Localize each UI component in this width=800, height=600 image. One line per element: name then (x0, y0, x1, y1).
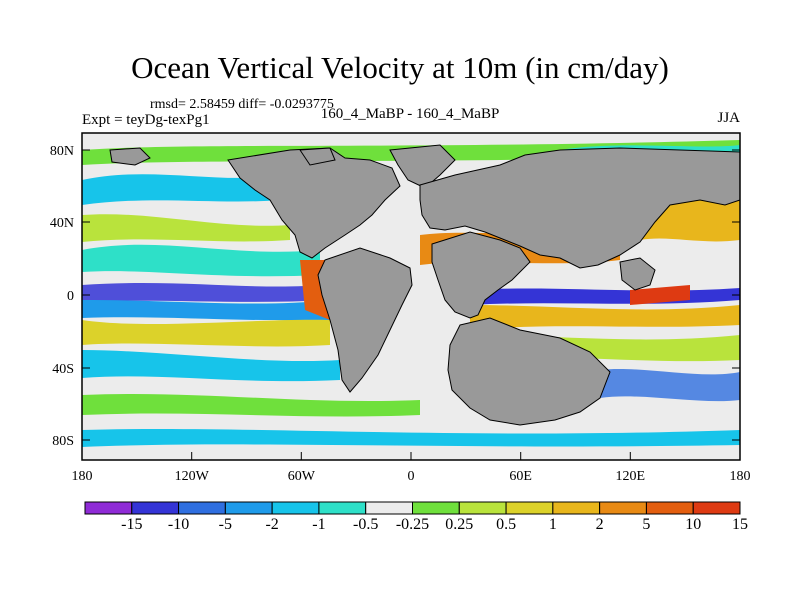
colorbar-swatch (224, 501, 273, 515)
lon-tick-marks (81, 452, 741, 460)
colorbar-swatch (131, 501, 180, 515)
lon-tick-label: 60E (509, 469, 532, 484)
colorbar-swatch (458, 501, 507, 515)
colorbar-swatch (178, 501, 226, 515)
colorbar-swatch (365, 501, 414, 515)
land-masses (109, 144, 740, 426)
colorbar-swatch (505, 501, 554, 515)
colorbar (84, 501, 741, 515)
colorbar-label: 0.25 (445, 516, 474, 533)
colorbar-swatch (599, 501, 647, 515)
colorbar-label: -15 (121, 516, 143, 533)
colorbar-label: 10 (685, 516, 702, 533)
map-plot-area (82, 133, 740, 460)
lon-tick-label: 180 (72, 469, 93, 484)
map-title: Ocean Vertical Velocity at 10m (in cm/da… (131, 50, 669, 85)
colorbar-label: -0.5 (353, 516, 379, 533)
colorbar-swatch (412, 501, 460, 515)
lat-tick-label: 0 (67, 289, 74, 304)
colorbar-label: 15 (732, 516, 748, 533)
experiment-label: Expt = teyDg-texPg1 (82, 112, 210, 128)
colorbar-swatch (318, 501, 367, 515)
lat-tick-label: 80S (52, 434, 74, 449)
lat-tick-label: 40S (52, 362, 74, 377)
lat-tick-label: 40N (50, 216, 74, 231)
colorbar-swatch (552, 501, 601, 515)
season-label: JJA (717, 110, 740, 126)
colorbar-label: -0.25 (395, 516, 430, 533)
lat-tick-label: 80N (50, 144, 74, 159)
colorbar-label: -1 (312, 516, 326, 533)
colorbar-label: -5 (218, 516, 233, 533)
comparison-label: 160_4_MaBP - 160_4_MaBP (320, 106, 500, 122)
colorbar-swatch (271, 501, 320, 515)
colorbar-label: 2 (595, 516, 604, 533)
lon-tick-label: 120E (616, 469, 646, 484)
colorbar-swatch (692, 501, 741, 515)
stats-label: rmsd= 2.58459 diff= -0.0293775 (150, 97, 334, 112)
colorbar-label: 0.5 (496, 516, 517, 533)
colorbar-swatch (84, 501, 133, 515)
lon-tick-label: 120W (175, 469, 210, 484)
lon-tick-label: 0 (408, 469, 415, 484)
lon-tick-label: 180 (730, 469, 751, 484)
colorbar-label: 1 (548, 516, 557, 533)
lat-tick-marks (82, 149, 740, 441)
colorbar-swatch (645, 501, 694, 515)
colorbar-label: 5 (642, 516, 651, 533)
colorbar-label: -10 (167, 516, 190, 533)
lon-tick-label: 60W (288, 469, 316, 484)
colorbar-label: -2 (265, 516, 279, 533)
